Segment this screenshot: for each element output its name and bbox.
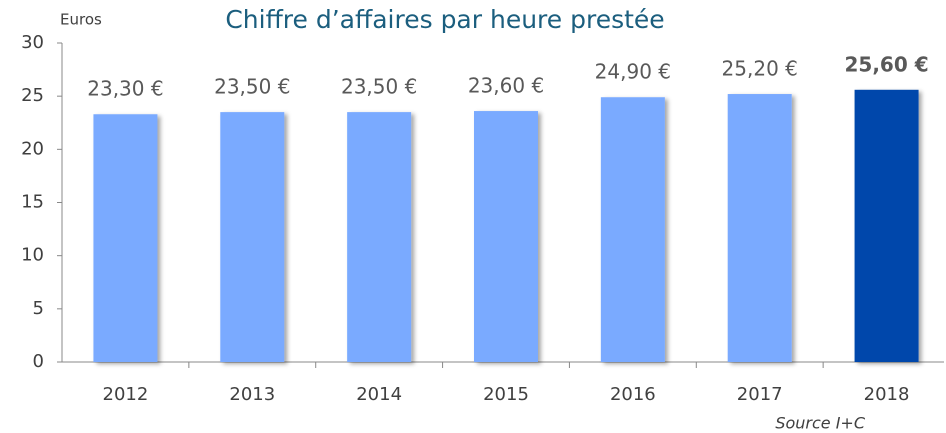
- source-note: Source I+C: [775, 414, 866, 433]
- bar: [93, 114, 158, 362]
- y-tick-label: 10: [21, 245, 44, 266]
- value-label: 24,90 €: [595, 60, 671, 84]
- y-tick-label: 15: [21, 192, 44, 213]
- value-label: 25,20 €: [722, 57, 798, 81]
- y-tick-label: 25: [21, 85, 44, 106]
- bar: [600, 97, 665, 362]
- value-label: 25,60 €: [845, 52, 929, 76]
- x-tick-label: 2013: [229, 384, 275, 405]
- bar: [347, 112, 412, 362]
- bar: [220, 112, 285, 362]
- y-tick-label: 0: [33, 351, 44, 372]
- bar: [854, 89, 919, 362]
- x-tick-label: 2017: [737, 384, 783, 405]
- x-tick-label: 2015: [483, 384, 529, 405]
- y-tick-label: 30: [21, 32, 44, 53]
- x-tick-label: 2018: [864, 384, 910, 405]
- value-label: 23,50 €: [214, 75, 290, 99]
- y-tick-label: 20: [21, 138, 44, 159]
- value-label: 23,60 €: [468, 74, 544, 98]
- value-label: 23,50 €: [341, 75, 417, 99]
- value-label: 23,30 €: [87, 77, 163, 101]
- x-tick-label: 2016: [610, 384, 656, 405]
- bar: [727, 94, 792, 362]
- chart-title: Chiffre d’affaires par heure prestée: [225, 5, 664, 34]
- y-tick-label: 5: [33, 298, 44, 319]
- bar: [474, 111, 538, 362]
- x-tick-label: 2014: [356, 384, 402, 405]
- y-axis-label: Euros: [60, 11, 102, 29]
- x-tick-label: 2012: [103, 384, 149, 405]
